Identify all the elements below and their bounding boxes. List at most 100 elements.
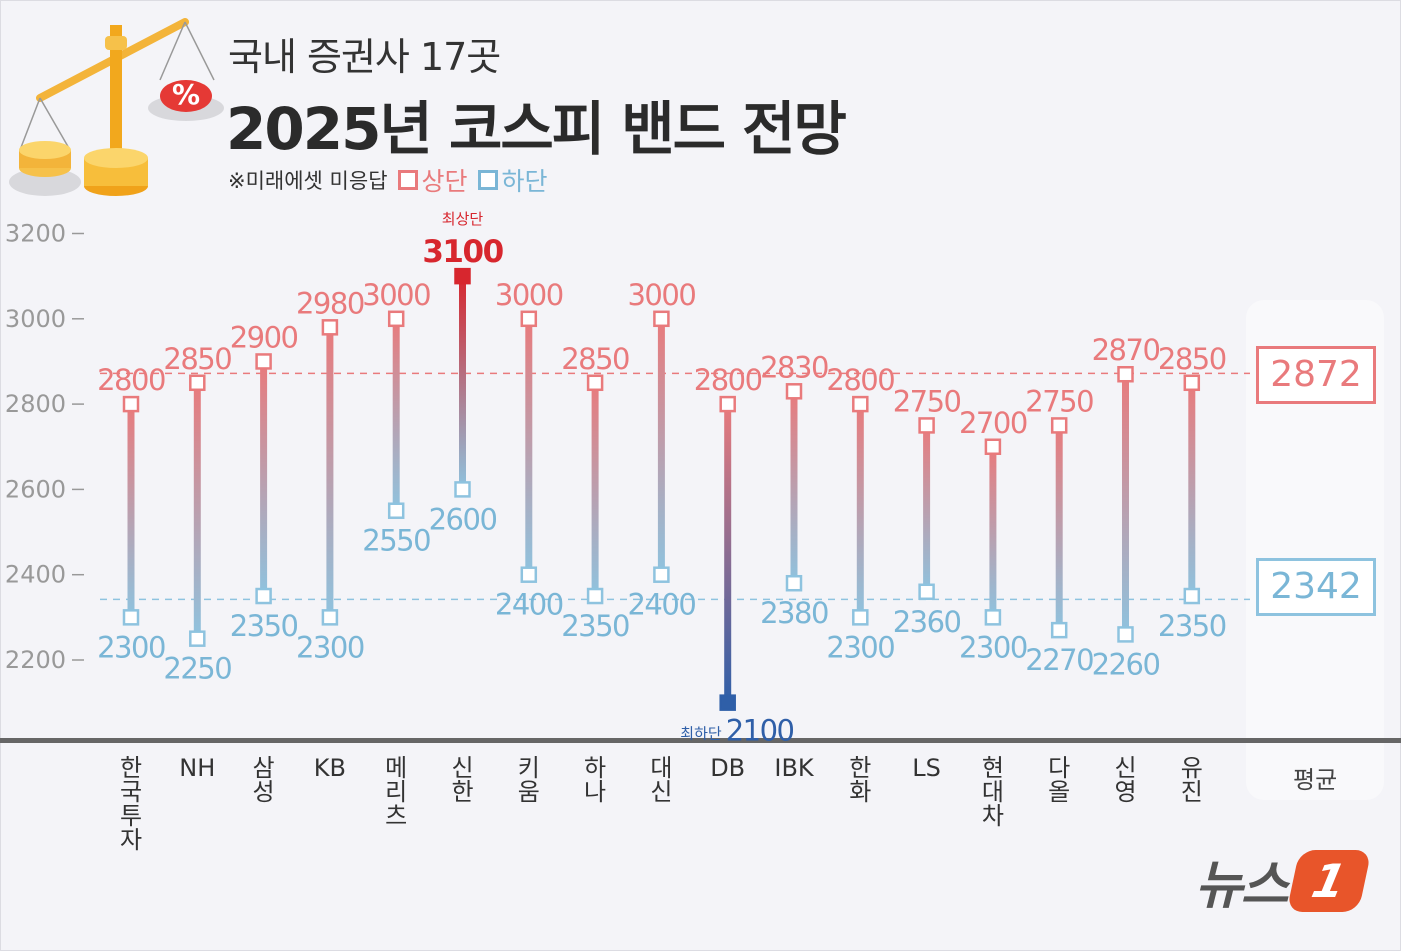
category-label: 다올 — [1048, 754, 1071, 806]
upper-value-label: 2800 — [826, 363, 894, 397]
y-tick-label: 2800 — [5, 390, 66, 418]
lower-value-label: 2300 — [97, 630, 165, 664]
category-label: 메리츠 — [385, 754, 408, 830]
upper-marker — [387, 310, 405, 328]
lower-marker — [1050, 621, 1068, 639]
lower-marker — [852, 609, 869, 626]
logo-text: 뉴스 — [1195, 856, 1289, 916]
upper-value-label: 2870 — [1092, 333, 1160, 367]
lower-value-label: 2360 — [893, 605, 961, 639]
upper-value-label: 2850 — [561, 342, 629, 376]
news1-logo: 뉴스 1 — [1195, 843, 1372, 918]
range-bar — [326, 327, 334, 618]
upper-value-label: 3100 — [422, 234, 503, 270]
upper-marker — [1050, 417, 1068, 434]
range-bar — [989, 446, 997, 618]
x-axis-line — [0, 738, 1401, 743]
upper-marker — [255, 353, 272, 370]
legend-lower-swatch — [477, 170, 498, 190]
legend-lower: 하단 — [477, 162, 548, 198]
upper-value-label: 2900 — [230, 320, 298, 354]
category-label: IBK — [774, 754, 814, 782]
category-label: 한화 — [849, 754, 872, 806]
range-bar — [923, 425, 931, 592]
average-upper-value: 2872 — [1256, 346, 1376, 404]
upper-marker — [785, 383, 803, 400]
category-label: 한국투자 — [119, 754, 143, 854]
legend-lower-label: 하단 — [501, 167, 548, 196]
category-label: KB — [313, 754, 346, 782]
upper-marker — [122, 395, 140, 413]
min-annotation-label: 최하단 — [680, 725, 722, 743]
lower-value-label: 2350 — [1158, 609, 1226, 643]
y-tick-label: 3000 — [5, 305, 66, 333]
y-tick-label: 2200 — [5, 646, 66, 674]
lower-marker — [189, 630, 206, 647]
chart-subtitle: 국내 증권사 17곳 — [228, 35, 501, 79]
lower-marker — [984, 609, 1002, 626]
upper-marker — [852, 395, 869, 413]
upper-value-label: 2800 — [694, 363, 762, 397]
upper-marker — [586, 374, 604, 392]
upper-value-label: 2980 — [296, 286, 364, 320]
category-label: 신한 — [451, 754, 474, 806]
lower-marker — [520, 566, 538, 583]
average-lower-value: 2342 — [1256, 558, 1376, 616]
legend-upper: 상단 — [397, 162, 468, 198]
upper-marker — [918, 417, 935, 434]
upper-marker — [321, 319, 339, 336]
lower-marker — [387, 502, 405, 519]
category-label: 신영 — [1114, 754, 1137, 806]
range-bar — [1188, 382, 1196, 597]
lower-marker — [1117, 626, 1134, 643]
legend-row: ※미래에셋 미응답 상단 하단 — [228, 162, 548, 198]
lower-marker — [653, 566, 670, 583]
lower-marker — [586, 587, 604, 605]
legend-upper-label: 상단 — [421, 167, 468, 196]
range-bar — [856, 404, 864, 618]
lower-marker — [255, 587, 272, 605]
range-bar — [591, 382, 599, 597]
lower-marker — [918, 583, 935, 601]
range-bar — [657, 318, 665, 575]
range-bar — [260, 361, 268, 597]
upper-marker — [1117, 365, 1134, 383]
upper-value-label: 2830 — [760, 350, 828, 384]
category-label: NH — [179, 754, 216, 782]
lower-value-label: 2250 — [163, 652, 231, 686]
svg-text:%: % — [172, 78, 200, 111]
category-label: 삼성 — [252, 754, 275, 806]
range-bar — [525, 318, 533, 575]
legend-upper-swatch — [397, 170, 418, 190]
lower-value-label: 2400 — [495, 588, 563, 622]
lower-value-label: 2300 — [826, 630, 894, 664]
upper-value-label: 3000 — [627, 278, 695, 312]
category-label: 대신 — [650, 754, 673, 806]
category-label: 하나 — [584, 754, 607, 806]
lower-value-label: 2550 — [362, 524, 430, 558]
y-tick-label: 3200 — [5, 220, 66, 248]
range-bar — [392, 318, 400, 511]
lower-marker — [321, 609, 339, 626]
upper-value-label: 2850 — [1158, 342, 1226, 376]
lower-value-label: 2300 — [959, 630, 1027, 664]
y-tick-label: 2600 — [5, 475, 66, 503]
average-label: 평균 — [1293, 766, 1338, 794]
lower-marker — [719, 694, 736, 711]
range-bar — [193, 382, 201, 639]
range-bar — [790, 391, 798, 584]
category-label: 키움 — [517, 754, 540, 806]
lower-value-label: 2260 — [1092, 647, 1160, 681]
upper-value-label: 2700 — [959, 406, 1027, 440]
lower-marker — [1183, 587, 1201, 605]
logo-mark: 1 — [1286, 849, 1372, 912]
upper-marker — [454, 267, 471, 285]
upper-value-label: 2750 — [1025, 384, 1093, 418]
y-tick-label: 2400 — [5, 561, 66, 589]
range-bar — [1122, 374, 1129, 635]
upper-marker — [719, 395, 736, 413]
range-bar — [127, 404, 135, 618]
category-label: LS — [912, 754, 941, 782]
lower-value-label: 2350 — [561, 609, 629, 643]
